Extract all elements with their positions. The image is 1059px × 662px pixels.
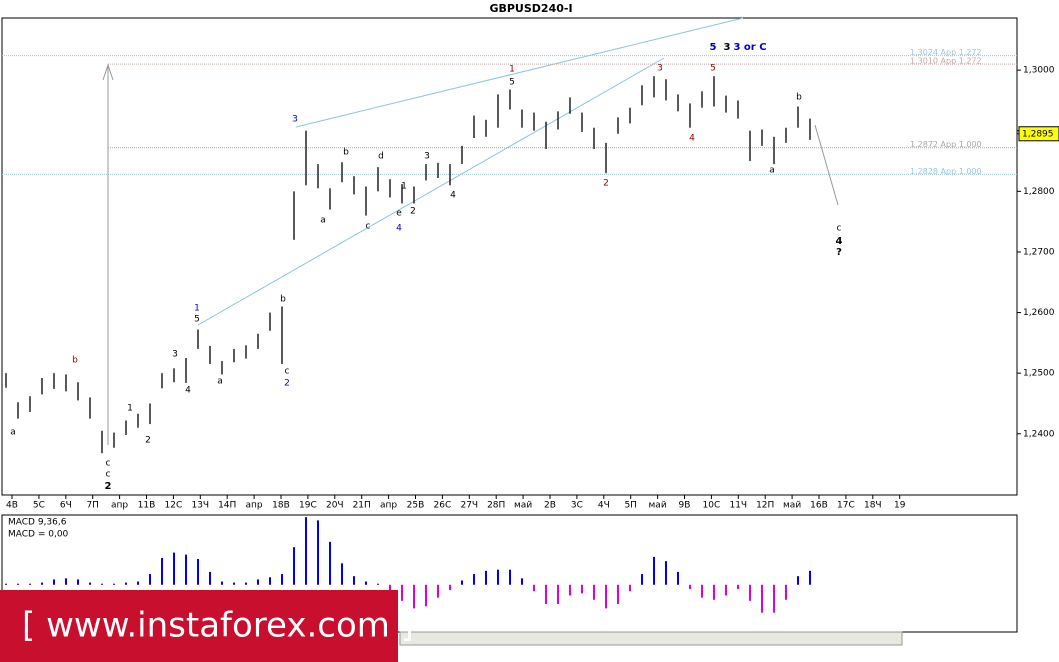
wave-label: 4 [450,191,456,201]
level-label: 1,3010 App 1,272 [910,57,982,66]
x-tick-label: 20Ч [326,501,344,511]
x-tick-label: 19 [894,501,906,511]
x-tick-label: 18Ч [864,501,882,511]
watermark-box [0,590,398,662]
wave-label: 2 [410,207,416,217]
x-tick-label: 4В [6,501,18,511]
x-tick-label: 28П [487,501,505,511]
wave-label: 1 [509,65,515,75]
x-tick-label: май [649,501,667,511]
x-tick-label: 18В [272,501,290,511]
wave-label: b [72,356,78,366]
x-tick-label: 2В [544,501,556,511]
level-label: 1,3024 App 1,272 [910,48,982,57]
x-tick-label: 21П [353,501,371,511]
x-tick-label: 27Ч [460,501,478,511]
x-tick-label: 11В [138,501,156,511]
wave-label: c [837,224,842,234]
x-tick-label: 9В [679,501,691,511]
x-tick-label: 14П [218,501,236,511]
wave-label: a [769,166,775,176]
wave-label: 1 [194,304,200,314]
wave-label: b [343,148,349,158]
wave-label: 4 [689,134,695,144]
chart-title: GBPUSD240-I [489,2,572,15]
x-tick-label: 26С [434,501,452,511]
wave-label: c [366,222,371,232]
x-tick-label: 16В [810,501,828,511]
wave-label: 2 [284,379,290,389]
y-tick-label: 1,2500 [1023,369,1055,379]
x-tick-label: 17С [837,501,855,511]
x-tick-label: 25В [407,501,425,511]
wave-label: 5 [509,78,515,88]
x-tick-label: апр [111,501,128,511]
macd-label: MACD 9,36,6 [8,518,67,528]
x-tick-label: 11Ч [729,501,747,511]
wave-label: 4 [836,236,843,247]
wave-label: 1 [401,182,407,192]
trend-channel [197,57,665,326]
x-tick-label: 13Ч [191,501,209,511]
x-tick-label: апр [246,501,263,511]
wave-label: c [106,459,111,469]
watermark: [ www.instaforex.com ] [22,606,414,646]
wave-label: 2 [603,179,609,189]
wave-label: b [280,295,286,305]
x-tick-label: 6Ч [60,501,72,511]
trend-channel [295,17,744,128]
wave-label: 4 [185,386,191,396]
x-tick-label: 10С [703,501,721,511]
wave-label: c [285,367,290,377]
wave-label: 3 [724,42,731,53]
macd-value: MACD = 0,00 [8,530,69,540]
wave-label: 1 [127,404,133,414]
wave-label: ? [836,247,842,258]
wave-label: a [320,216,326,226]
x-tick-label: апр [380,501,397,511]
price-box [1018,126,1059,142]
wave-label: 5 [194,315,200,325]
x-tick-label: 4Ч [598,501,610,511]
x-tick-label: 19С [299,501,317,511]
wave-label: 3 [172,350,178,360]
y-tick-label: 1,3000 [1023,66,1055,76]
y-tick-label: 1,2700 [1023,247,1055,257]
arrow-head [102,63,114,81]
wave-label: 3 [424,152,430,162]
x-tick-label: 7П [86,501,99,511]
wave-label: e [396,209,402,219]
hatch-band [399,631,903,646]
wave-label: 3 [657,64,663,74]
x-tick-label: 5С [33,501,45,511]
wave-label: a [217,377,223,387]
wave-label: 3 [292,115,298,125]
y-tick-label: 1,2800 [1023,187,1055,197]
wave-label: 5 [710,64,716,74]
x-tick-label: 3С [571,501,583,511]
wave-label: a [10,428,16,438]
wave-label: 4 [396,224,402,234]
wave-label: d [378,152,384,162]
wave-label: 5 [710,42,717,53]
wave-label: 2 [105,481,112,492]
x-tick-label: 12С [165,501,183,511]
x-tick-label: 5П [624,501,637,511]
level-label: 1,2828 App 1,000 [910,167,982,176]
wave-label: b [796,93,802,103]
level-label: 1,2872 App 1,000 [910,140,982,149]
wave-label: 2 [145,436,151,446]
x-tick-label: май [514,501,532,511]
y-tick-label: 1,2400 [1023,429,1055,439]
x-tick-label: май [783,501,801,511]
x-tick-label: 12П [756,501,774,511]
projection [814,124,839,206]
wave-label: 3 or C [733,42,766,53]
wave-label: c [106,470,111,480]
price-label: 1,2895 [1022,129,1054,139]
y-tick-label: 1,2600 [1023,308,1055,318]
